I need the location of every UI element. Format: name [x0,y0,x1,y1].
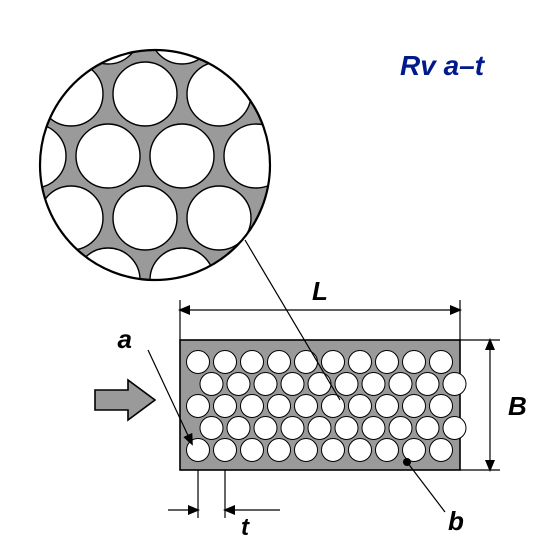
direction-arrow-icon [95,380,155,420]
label-L: L [312,276,328,306]
label-B: B [508,391,527,421]
label-t: t [241,514,250,541]
diagram-title: Rv a–t [400,50,484,82]
label-b: b [448,506,464,536]
label-a: a [118,324,132,354]
perforated-sheet [180,340,466,470]
